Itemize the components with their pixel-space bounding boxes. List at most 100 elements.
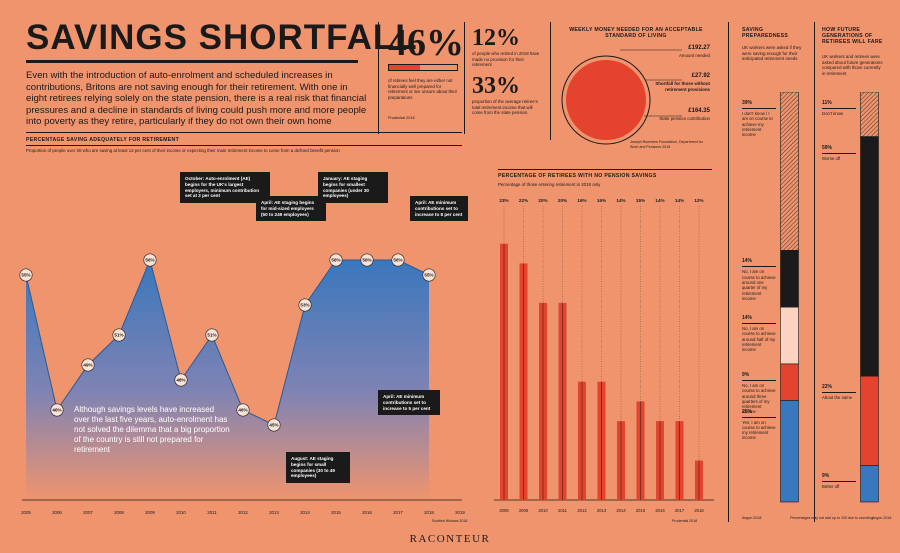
rule (26, 145, 462, 146)
data-point (19, 268, 33, 282)
x-tick-label: 2010 (176, 510, 186, 515)
amount-needed-value: £192.27 (688, 45, 710, 51)
data-label: 53% (300, 303, 309, 308)
divider (728, 22, 729, 522)
future-label: About the same (822, 395, 853, 401)
prep-label: No, I am on course to achieve around thr… (742, 382, 776, 415)
future-label: Better off (822, 484, 840, 490)
prep-label: No, I am on course to achieve around one… (742, 269, 776, 301)
data-label: 56% (331, 258, 340, 263)
future-source: Aegon 2018 (872, 516, 892, 520)
line-area (26, 260, 429, 500)
x-tick-label: 2009 (519, 508, 529, 513)
callout-2014: April: AE staging begins for mid-sized e… (256, 196, 326, 222)
state-label: State pension contribution (659, 116, 710, 121)
future-note: Percentages may not add up to 100 due to… (790, 516, 873, 520)
x-tick-label: 2008 (499, 508, 509, 513)
callout-2016: January: AE staging begins for smallest … (318, 172, 388, 204)
prep-rule (742, 416, 776, 417)
x-tick-label: 2006 (52, 510, 62, 515)
prep-rule (742, 323, 776, 324)
weekly-graphic (561, 49, 682, 145)
bar-chart: 23% 2008 22% 2009 20% 2010 20% 2011 16% 2012 16% 20… (494, 198, 714, 513)
future-rule (822, 108, 856, 109)
line-title: PERCENTAGE SAVING ADEQUATELY FOR RETIREM… (26, 137, 180, 143)
data-point (391, 253, 405, 267)
callout-2018: April: AE minimum contributions set to i… (378, 390, 440, 416)
divider (378, 22, 379, 134)
stat-46-text: of retirees feel they are either not fin… (388, 78, 458, 100)
state-value: £164.35 (688, 108, 710, 114)
future-segment (860, 136, 879, 377)
stat-46-value: 46% (388, 22, 464, 64)
x-tick-label: 2010 (538, 508, 548, 513)
future-label: Don't know (822, 111, 844, 116)
prep-rule (742, 379, 776, 381)
x-tick-label: 2017 (675, 508, 685, 513)
stat-33-value: 33% (472, 73, 520, 99)
divider (464, 22, 465, 134)
data-label: 20% (558, 198, 567, 203)
x-tick-label: 2018 (424, 510, 434, 515)
divider (550, 22, 551, 140)
data-label: 12% (694, 198, 703, 203)
future-title: HOW FUTURE GENERATIONS OF RETIREES WILL … (822, 27, 883, 45)
data-label: 20% (538, 198, 547, 203)
prep-label: Yes, I am on course to achieve my retire… (742, 419, 776, 441)
x-tick-label: 2019 (455, 510, 465, 515)
prep-pct: 9% (742, 371, 750, 378)
future-segment (860, 465, 879, 503)
x-tick-label: 2012 (577, 508, 587, 513)
x-tick-label: 2013 (597, 508, 607, 513)
x-tick-label: 2012 (238, 510, 248, 515)
prep-pct: 25% (742, 408, 753, 415)
future-rule (822, 152, 856, 154)
prep-segment (780, 363, 799, 401)
data-point (298, 298, 312, 312)
prep-label: I don't know / I am on course to achieve… (742, 111, 773, 138)
weekly-source: Joseph Rowntree Foundation, Department f… (630, 140, 703, 149)
data-point (205, 328, 219, 342)
line-note: Although savings levels have increased o… (74, 405, 230, 454)
stat-12-value: 12% (472, 25, 520, 51)
x-tick-label: 2009 (145, 510, 155, 515)
raconteur-logo: RACONTEUR (409, 533, 491, 545)
x-tick-label: 2014 (300, 510, 310, 515)
data-point (329, 253, 343, 267)
prep-stacked-bar (780, 92, 799, 503)
data-label: 48% (176, 378, 185, 383)
weekly-title: WEEKLY MONEY NEEDED FOR AN ACCEPTABLE ST… (569, 27, 703, 39)
data-label: 55% (424, 273, 433, 278)
x-tick-label: 2015 (331, 510, 341, 515)
x-tick-label: 2013 (269, 510, 279, 515)
data-label: 14% (616, 198, 625, 203)
future-segment (860, 92, 879, 137)
callout-2019: April: AE minimum contributions set to i… (410, 196, 468, 222)
divider (814, 22, 815, 522)
line-chart: 2005 2006 2007 2008 2009 2010 2011 2012 2013 2014… (19, 253, 465, 515)
future-pct: 9% (822, 473, 830, 480)
data-label: 45% (269, 423, 278, 428)
x-tick-label: 2011 (558, 508, 568, 513)
x-tick-label: 2017 (393, 510, 403, 515)
future-label: Worse off (822, 155, 841, 161)
data-label: 14% (655, 198, 664, 203)
rule (26, 132, 462, 133)
stat-46-source: Prudential 2018 (388, 116, 415, 120)
future-subtitle: UK workers and retirees were asked about… (822, 54, 883, 76)
rule (498, 169, 712, 170)
data-label: 55% (21, 273, 30, 278)
data-label: 46% (238, 408, 247, 413)
x-tick-label: 2015 (636, 508, 646, 513)
shortfall-label: Shortfall for those without retirement p… (655, 81, 710, 92)
data-label: 16% (597, 198, 606, 203)
data-label: 14% (675, 198, 684, 203)
x-tick-label: 2005 (21, 510, 31, 515)
data-label: 56% (393, 258, 402, 263)
prep-segment (780, 92, 799, 251)
data-point (81, 358, 95, 372)
page-title: SAVINGS SHORTFALL (26, 18, 418, 57)
data-point (422, 268, 436, 282)
prep-segment (780, 400, 799, 503)
data-label: 51% (114, 333, 123, 338)
